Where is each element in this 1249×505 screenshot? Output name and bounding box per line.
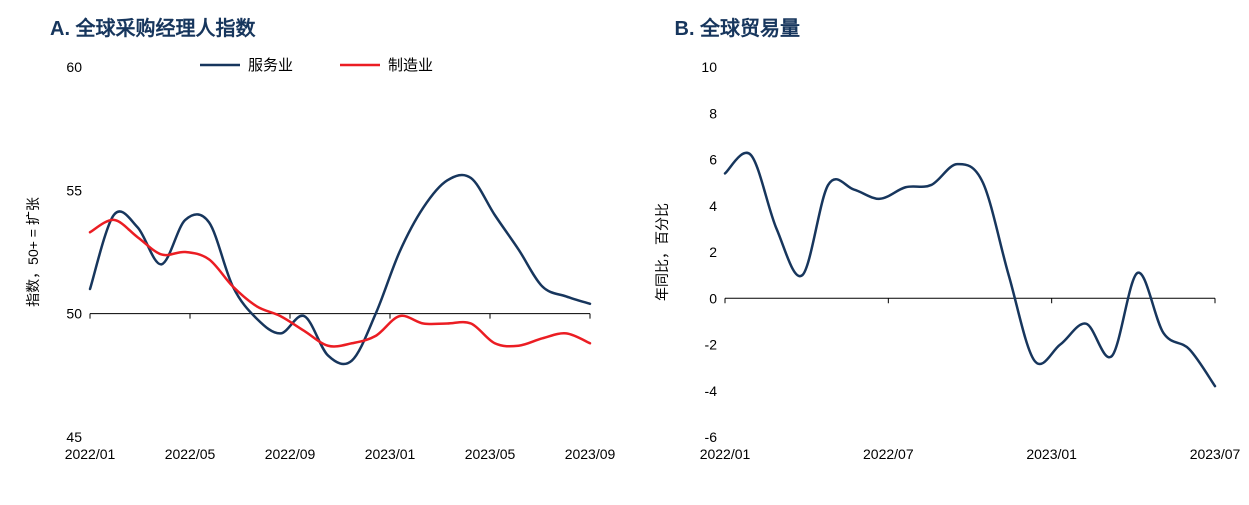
y-tick-label: 4 [709,198,717,214]
y-tick-label: 10 [701,59,717,75]
y-tick-label: 0 [709,290,717,306]
x-tick-label: 2022/05 [165,446,216,462]
legend-label: 制造业 [388,57,433,74]
y-tick-label: 55 [66,182,82,198]
x-tick-label: 2023/09 [565,446,616,462]
panel-b: B. 全球贸易量 -6 -4 -2 0 2 4 6 8 10 2022/01 2022/07 2023… [625,0,1249,505]
y-tick-label: -4 [704,383,717,399]
x-tick-label: 2022/01 [699,446,750,462]
x-tick-label: 2022/07 [863,446,914,462]
x-tick-label: 2022/01 [65,446,116,462]
legend-label: 服务业 [248,57,293,74]
y-tick-label: 45 [66,429,82,445]
y-tick-label: -6 [704,429,717,445]
x-tick-label: 2023/07 [1189,446,1240,462]
panel-a: A. 全球采购经理人指数 45 50 55 60 2022/01 2022/05 2022/… [0,0,625,505]
panel-a-title: A. 全球采购经理人指数 [50,12,605,41]
panel-a-chart: 45 50 55 60 2022/01 2022/05 2022/09 2023/01 2023… [20,47,605,477]
series-line [725,153,1215,386]
series-line [90,220,590,347]
y-axis-label: 年同比，百分比 [654,203,670,301]
y-tick-label: 2 [709,244,717,260]
x-tick-label: 2022/09 [265,446,316,462]
panel-b-chart: -6-4-202468102022/012022/072023/012023/0… [645,47,1230,477]
panel-b-title: B. 全球贸易量 [675,12,1230,41]
y-tick-label: 6 [709,152,717,168]
y-tick-label: 60 [66,59,82,75]
y-tick-label: -2 [704,337,717,353]
x-tick-label: 2023/01 [1026,446,1077,462]
x-tick-label: 2023/01 [365,446,416,462]
y-tick-label: 8 [709,105,717,121]
y-axis-label: 指数，50+ = 扩张 [25,197,41,307]
x-tick-label: 2023/05 [465,446,516,462]
figure-pair: A. 全球采购经理人指数 455055602022/012022/052022/… [0,0,1249,505]
series-line [90,175,590,364]
y-tick-label: 50 [66,306,82,322]
